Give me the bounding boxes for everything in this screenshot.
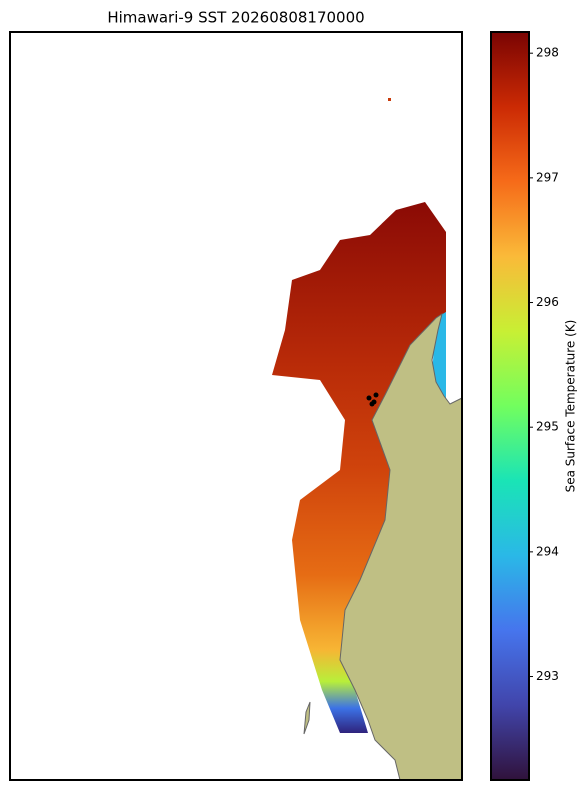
colorbar-box — [490, 31, 530, 781]
pixel — [388, 98, 391, 101]
colorbar-label: Sea Surface Temperature (K) — [564, 320, 578, 493]
stations — [366, 392, 379, 407]
title: Himawari-9 SST 20260808170000 — [107, 9, 364, 27]
tick-label: 296 — [536, 295, 559, 309]
tick-label: 297 — [536, 170, 559, 184]
colorbar — [490, 31, 530, 781]
tick-label: 293 — [536, 669, 559, 683]
tick-label: 298 — [536, 46, 559, 60]
land — [339, 312, 463, 781]
map-frame — [9, 31, 463, 781]
tick-label: 295 — [536, 420, 559, 434]
sst-field — [272, 202, 446, 733]
map — [9, 31, 463, 781]
tick-label: 294 — [536, 544, 559, 558]
island — [303, 701, 311, 735]
